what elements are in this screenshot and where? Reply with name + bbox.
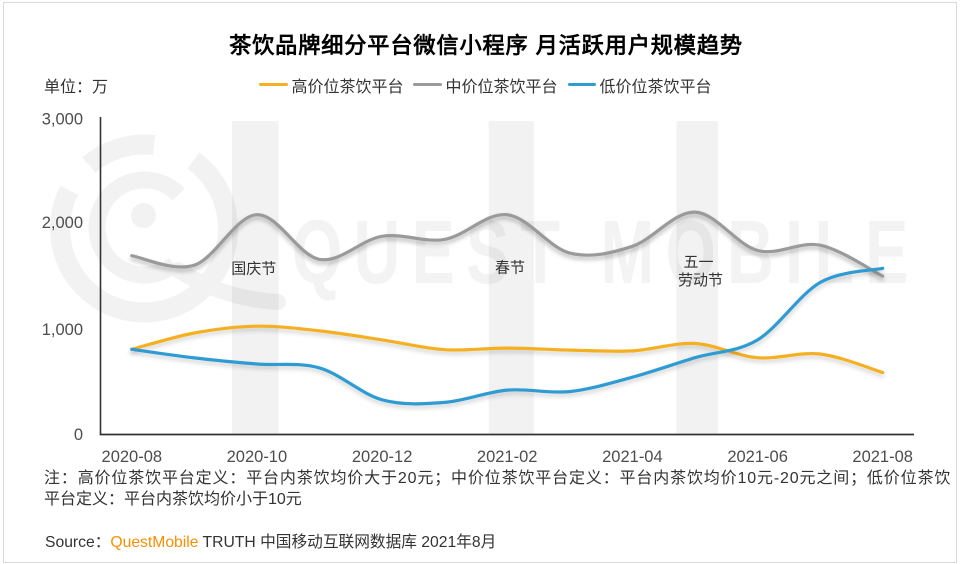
- svg-text:1,000: 1,000: [42, 321, 83, 339]
- svg-text:QUEST MOBILE: QUEST MOBILE: [292, 202, 913, 303]
- svg-text:2020-08: 2020-08: [102, 448, 163, 466]
- svg-text:国庆节: 国庆节: [231, 261, 276, 278]
- svg-text:2021-08: 2021-08: [852, 448, 913, 466]
- svg-text:2021-02: 2021-02: [477, 448, 538, 466]
- svg-text:春节: 春节: [495, 260, 525, 277]
- svg-text:3,000: 3,000: [42, 111, 83, 129]
- svg-text:0: 0: [74, 426, 83, 444]
- svg-text:五一: 五一: [683, 254, 713, 271]
- svg-text:2020-12: 2020-12: [352, 448, 413, 466]
- svg-text:2,000: 2,000: [42, 214, 83, 232]
- svg-text:2021-04: 2021-04: [602, 448, 663, 466]
- svg-text:2020-10: 2020-10: [227, 448, 288, 466]
- svg-text:劳动节: 劳动节: [678, 272, 723, 289]
- svg-text:2021-06: 2021-06: [727, 448, 788, 466]
